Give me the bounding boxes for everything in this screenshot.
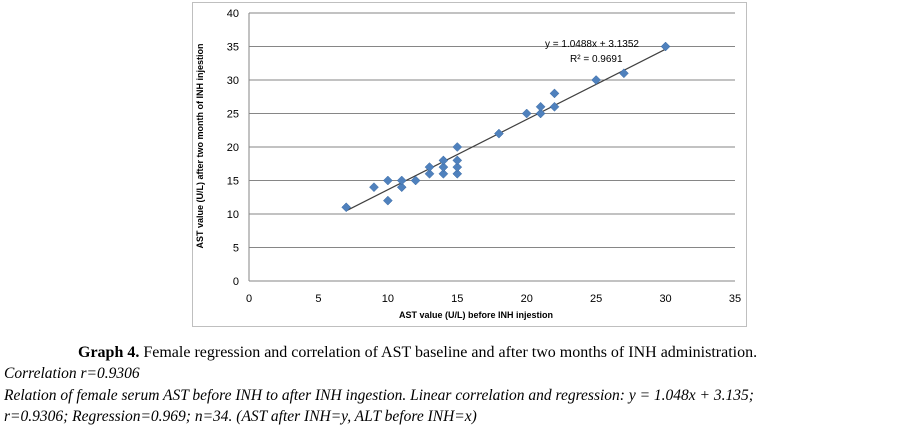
grid-lines	[249, 12, 735, 248]
y-tick-label: 40	[227, 8, 239, 20]
figure-caption: Graph 4. Female regression and correlati…	[78, 343, 908, 363]
data-point	[396, 175, 407, 186]
data-point	[660, 41, 671, 52]
data-point	[549, 101, 560, 112]
y-tick-label: 20	[227, 142, 239, 154]
data-point	[369, 182, 379, 193]
data-point	[438, 155, 449, 166]
chart-svg: 0 5 10 15 20 25 30 35 40 0 5 10 15 20 25 30 35 y = 1.048…	[192, 2, 747, 327]
data-point	[549, 88, 560, 99]
data-points	[341, 41, 671, 213]
data-point	[535, 108, 546, 119]
y-tick-label: 25	[227, 109, 239, 121]
x-axis-title: AST value (U/L) before INH injestion	[399, 310, 553, 320]
trendline	[345, 48, 666, 212]
y-tick-label: 15	[227, 176, 239, 188]
x-tick-label: 30	[659, 293, 671, 305]
scatter-chart: 0 5 10 15 20 25 30 35 40 0 5 10 15 20 25 30 35 y = 1.048…	[192, 2, 747, 327]
axes	[248, 13, 735, 282]
data-point	[383, 175, 393, 186]
x-tick-label: 5	[315, 293, 321, 305]
x-tick-label: 15	[451, 293, 463, 305]
chart-border	[192, 2, 747, 327]
x-tick-label: 35	[729, 293, 741, 305]
y-tick-label: 5	[233, 243, 239, 255]
trendline-group	[345, 48, 666, 212]
y-tick-label: 0	[233, 276, 239, 288]
data-point	[438, 168, 449, 179]
y-tick-label: 35	[227, 42, 239, 54]
data-point	[410, 175, 421, 186]
data-point	[452, 168, 463, 179]
data-point	[452, 142, 463, 152]
trendline-equation: y = 1.0488x + 3.1352	[545, 39, 639, 50]
y-tick-label: 30	[227, 75, 239, 87]
regression-note-line1: Relation of female serum AST before INH …	[4, 387, 754, 404]
data-point	[424, 168, 435, 179]
data-point	[494, 128, 504, 139]
data-point	[619, 68, 629, 79]
correlation-note: Correlation r=0.9306	[4, 365, 140, 382]
data-point	[591, 75, 601, 85]
data-point	[424, 162, 435, 172]
data-point	[535, 101, 546, 112]
caption-label: Graph 4.	[78, 344, 140, 361]
data-point	[383, 195, 393, 206]
regression-note-line2: r=0.9306; Regression=0.969; n=34. (AST a…	[4, 408, 477, 425]
x-tick-label: 0	[246, 293, 252, 305]
caption-text: Female regression and correlation of AST…	[139, 344, 758, 361]
x-tick-label: 20	[521, 293, 533, 305]
data-point	[341, 202, 352, 213]
data-point	[521, 108, 532, 119]
x-tick-label: 10	[382, 293, 394, 305]
y-tick-label: 10	[227, 209, 239, 221]
data-point	[438, 162, 449, 172]
x-tick-label: 25	[590, 293, 602, 305]
tick-labels: 0 5 10 15 20 25 30 35 40 0 5 10 15 20 25 30 35	[227, 8, 741, 305]
data-point	[396, 182, 407, 193]
data-point	[452, 162, 463, 172]
trendline-r2: R² = 0.9691	[570, 54, 623, 65]
data-point	[452, 155, 463, 166]
y-axis-title: AST value (U/L) after two month of INH i…	[195, 43, 205, 248]
